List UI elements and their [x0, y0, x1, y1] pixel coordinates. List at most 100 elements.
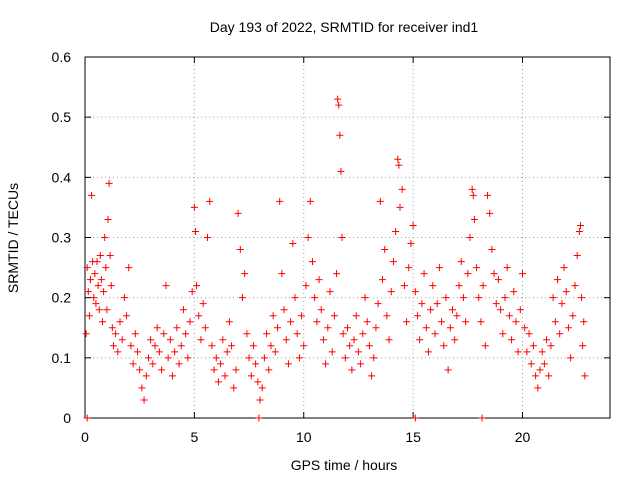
data-point: [103, 306, 111, 314]
data-point: [144, 354, 152, 362]
data-point: [396, 203, 404, 211]
data-point: [383, 312, 391, 320]
data-point: [324, 324, 332, 332]
data-point: [239, 294, 246, 302]
data-point: [151, 342, 159, 350]
data-point: [374, 300, 382, 308]
data-point: [505, 312, 513, 320]
data-point: [182, 330, 190, 338]
data-point: [538, 348, 546, 356]
data-point: [497, 306, 505, 314]
data-point: [455, 282, 463, 290]
data-point: [438, 318, 446, 326]
data-point: [424, 348, 432, 356]
data-point: [338, 234, 346, 241]
data-point: [400, 282, 408, 290]
data-point: [477, 318, 485, 326]
data-point: [554, 276, 561, 284]
data-point: [160, 330, 168, 338]
y-tick-label: 0.1: [52, 350, 72, 366]
data-point: [142, 372, 150, 380]
data-point: [478, 414, 486, 422]
data-point: [521, 324, 529, 332]
data-point: [317, 306, 325, 314]
data-point: [414, 312, 421, 320]
data-point: [328, 348, 336, 356]
data-point: [169, 372, 176, 380]
data-point: [411, 414, 419, 422]
data-point: [99, 318, 106, 326]
data-point: [293, 330, 301, 338]
data-point: [578, 294, 586, 302]
data-point: [86, 276, 94, 284]
x-axis-label: GPS time / hours: [291, 457, 398, 473]
data-point: [442, 294, 450, 302]
data-point: [102, 264, 110, 272]
data-point: [354, 348, 362, 356]
data-point: [93, 258, 101, 266]
data-point: [241, 270, 249, 278]
data-point: [411, 288, 419, 296]
data-point: [91, 270, 99, 278]
data-point: [96, 252, 104, 260]
data-point: [282, 336, 290, 344]
data-point: [171, 348, 179, 356]
data-point: [449, 306, 456, 314]
data-point: [503, 264, 511, 272]
data-point: [114, 348, 122, 356]
y-tick-label: 0.3: [52, 230, 72, 246]
data-point: [101, 234, 109, 241]
data-point: [365, 342, 373, 350]
data-point: [225, 318, 233, 326]
data-point: [348, 366, 356, 374]
data-point: [453, 312, 461, 320]
data-point: [547, 342, 555, 350]
data-point: [131, 330, 139, 338]
data-point: [479, 282, 487, 290]
data-point: [247, 372, 255, 380]
y-axis-label: SRMTID / TECUs: [5, 183, 21, 293]
data-point: [494, 276, 502, 284]
data-point: [84, 288, 92, 296]
data-point: [405, 264, 413, 272]
data-point: [581, 372, 589, 380]
data-point: [300, 342, 308, 350]
data-point: [193, 282, 201, 290]
data-point: [469, 191, 477, 199]
data-point: [486, 209, 494, 217]
data-point: [459, 294, 467, 302]
data-point: [336, 131, 344, 139]
data-point: [304, 234, 312, 241]
data-point: [418, 300, 426, 308]
data-point: [357, 360, 365, 368]
grid-lines: [85, 57, 610, 418]
data-point: [263, 330, 271, 338]
data-point: [330, 312, 338, 320]
data-point: [398, 185, 406, 193]
data-point: [258, 384, 266, 392]
data-point: [341, 354, 349, 362]
data-point: [543, 336, 551, 344]
data-point: [560, 264, 568, 272]
data-point: [558, 300, 566, 308]
data-point: [188, 288, 196, 296]
data-point: [435, 264, 443, 272]
data-point: [527, 360, 535, 368]
data-point: [212, 354, 220, 362]
data-point: [191, 227, 199, 235]
data-point: [376, 197, 384, 205]
data-point: [85, 312, 93, 320]
data-point: [138, 384, 146, 392]
data-point: [260, 354, 268, 362]
data-point: [545, 372, 553, 380]
data-point: [311, 294, 319, 302]
data-point: [514, 348, 522, 356]
data-point: [567, 354, 575, 362]
data-point: [184, 354, 192, 362]
data-point: [92, 300, 100, 308]
data-point: [346, 342, 354, 350]
data-point: [120, 294, 128, 302]
x-tick-label: 20: [515, 429, 531, 445]
data-point: [446, 324, 454, 332]
